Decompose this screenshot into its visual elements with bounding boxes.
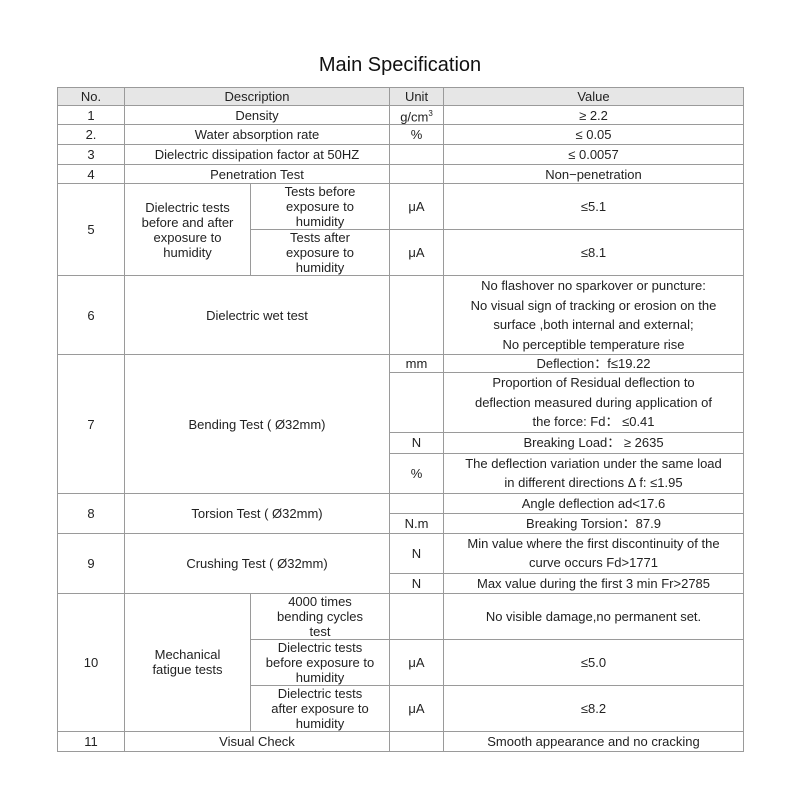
row-value: No flashover no sparkover or puncture: N… <box>443 275 744 356</box>
row-description: Mechanical fatigue tests <box>124 592 251 732</box>
row-no: 7 <box>57 354 125 494</box>
row-value: Angle deflection ad<17.6 <box>443 492 744 514</box>
header-description: Description <box>124 87 390 106</box>
row-unit: N <box>389 431 444 454</box>
row-unit <box>389 164 444 185</box>
row-value: ≥ 2.2 <box>443 104 744 126</box>
row-value: ≤5.1 <box>443 183 744 231</box>
row-value: ≤8.1 <box>443 229 744 277</box>
table-row: 2. Water absorption rate % ≤ 0.05 <box>57 124 744 146</box>
row-unit <box>389 144 444 166</box>
row-value: ≤ 0.0057 <box>443 144 744 166</box>
row-no: 10 <box>57 592 125 732</box>
table-row: Proportion of Residual deflection to def… <box>58 372 744 433</box>
row-subdescription: Dielectric tests after exposure to humid… <box>250 684 390 732</box>
row-value: Breaking Torsion：87.9 <box>443 512 744 534</box>
row-subdescription: Dielectric tests before exposure to humi… <box>250 638 390 686</box>
row-description: Dielectric tests before and after exposu… <box>124 183 251 277</box>
row-unit: μA <box>389 229 444 277</box>
row-description: Visual Check <box>124 730 390 752</box>
row-unit <box>389 275 444 356</box>
table-row: 9 Crushing Test ( Ø32mm) N Min value whe… <box>57 532 744 594</box>
table-row: 4 Penetration Test Non−penetration <box>57 164 744 185</box>
row-description: Dielectric wet test <box>124 275 390 356</box>
table-row: N Max value during the first 3 min Fr>27… <box>58 572 744 594</box>
header-value: Value <box>443 87 744 106</box>
row-value: Non−penetration <box>443 164 744 185</box>
row-no: 9 <box>57 532 125 594</box>
row-description: Density <box>124 104 390 126</box>
table-row: 3 Dielectric dissipation factor at 50HZ … <box>57 144 744 166</box>
row-value: Smooth appearance and no cracking <box>443 730 744 752</box>
specification-table: No. Description Unit Value 1 Density g/c… <box>57 87 744 752</box>
row-description: Dielectric dissipation factor at 50HZ <box>124 144 390 166</box>
row-value: ≤ 0.05 <box>443 124 744 146</box>
row-value: ≤8.2 <box>443 684 744 732</box>
row-subdescription: 4000 times bending cycles test <box>250 592 390 640</box>
row-no: 6 <box>57 275 125 356</box>
table-row: 7 Bending Test ( Ø32mm) mm Deflection：f≤… <box>57 354 744 494</box>
table-row: Dielectric tests before exposure to humi… <box>58 638 744 686</box>
row-unit: μA <box>389 638 444 686</box>
row-unit <box>389 592 444 640</box>
row-unit: N <box>389 572 444 594</box>
row-unit: mm <box>389 354 444 374</box>
row-value: ≤5.0 <box>443 638 744 686</box>
row-unit <box>389 372 444 433</box>
table-row: 6 Dielectric wet test No flashover no sp… <box>57 275 744 356</box>
row-description: Crushing Test ( Ø32mm) <box>124 532 390 594</box>
row-description: Penetration Test <box>124 164 390 185</box>
row-unit: g/cm3 <box>389 104 444 126</box>
row-no: 2. <box>57 124 125 146</box>
row-value: Breaking Load： ≥ 2635 <box>443 431 744 454</box>
row-value: The deflection variation under the same … <box>443 452 744 494</box>
row-subdescription: Tests before exposure to humidity <box>250 183 390 231</box>
table-row: 11 Visual Check Smooth appearance and no… <box>57 730 744 752</box>
row-unit: N <box>389 532 444 574</box>
table-row: 1 Density g/cm3 ≥ 2.2 <box>57 104 744 126</box>
header-unit: Unit <box>389 87 444 106</box>
table-row: 8 Torsion Test ( Ø32mm) Angle deflection… <box>57 492 744 534</box>
row-value: No visible damage,no permanent set. <box>443 592 744 640</box>
row-no: 5 <box>57 183 125 277</box>
row-value: Max value during the first 3 min Fr>2785 <box>443 572 744 594</box>
row-description: Bending Test ( Ø32mm) <box>124 354 390 494</box>
row-unit: % <box>389 452 444 494</box>
table-row: N.m Breaking Torsion：87.9 <box>58 512 744 534</box>
table-row: % The deflection variation under the sam… <box>58 452 744 494</box>
row-unit: N.m <box>389 512 444 534</box>
row-value: Deflection：f≤19.22 <box>443 354 744 374</box>
row-unit <box>389 492 444 514</box>
row-subdescription: Tests after exposure to humidity <box>250 229 390 277</box>
header-no: No. <box>57 87 125 106</box>
row-no: 8 <box>57 492 125 534</box>
row-no: 3 <box>57 144 125 166</box>
row-unit: μA <box>389 183 444 231</box>
table-header-row: No. Description Unit Value <box>57 87 744 106</box>
row-no: 11 <box>57 730 125 752</box>
row-no: 4 <box>57 164 125 185</box>
row-value: Min value where the first discontinuity … <box>443 532 744 574</box>
row-unit <box>389 730 444 752</box>
page-title: Main Specification <box>318 54 482 76</box>
table-row: Dielectric tests after exposure to humid… <box>58 684 744 732</box>
table-row: Tests after exposure to humidity μA ≤8.1 <box>58 229 744 277</box>
table-row: 10 Mechanical fatigue tests 4000 times b… <box>57 592 744 732</box>
row-description: Torsion Test ( Ø32mm) <box>124 492 390 534</box>
row-unit: μA <box>389 684 444 732</box>
row-value: Proportion of Residual deflection to def… <box>443 372 744 433</box>
row-unit: % <box>389 124 444 146</box>
table-row: 5 Dielectric tests before and after expo… <box>57 183 744 277</box>
row-no: 1 <box>57 104 125 126</box>
row-description: Water absorption rate <box>124 124 390 146</box>
